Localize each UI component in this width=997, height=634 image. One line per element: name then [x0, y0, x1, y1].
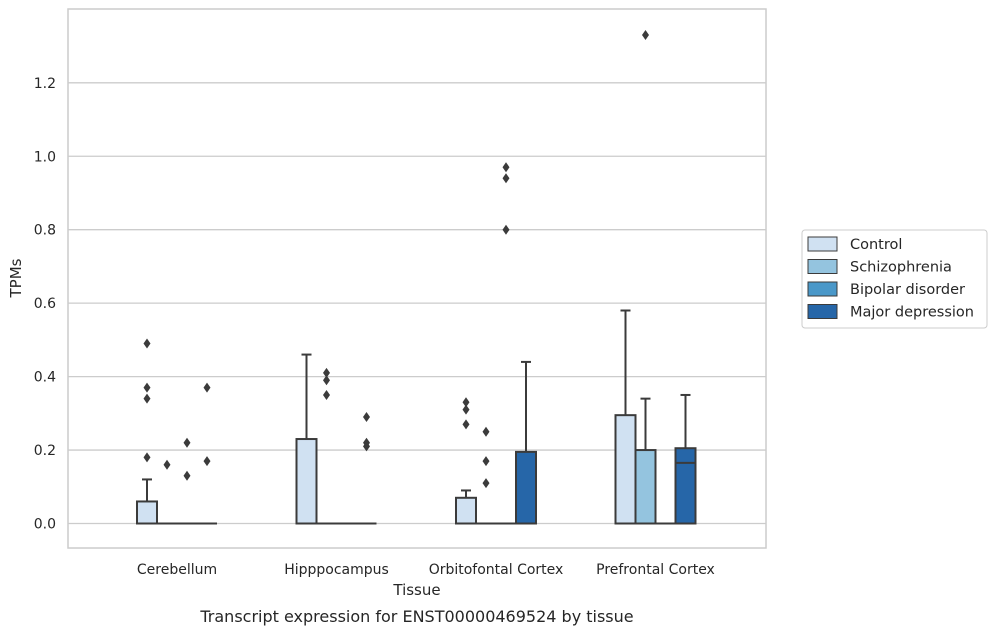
outlier-point	[203, 382, 211, 393]
legend-swatch	[807, 304, 838, 319]
legend-swatch	[807, 259, 838, 274]
y-tick-label: 1.2	[34, 76, 56, 92]
outlier-point	[502, 224, 510, 235]
y-tick-label: 0.6	[34, 296, 56, 312]
outlier-point	[143, 382, 151, 393]
y-axis-label: TPMs	[7, 258, 25, 298]
box-group	[496, 162, 516, 525]
legend-label: Major depression	[850, 305, 974, 321]
legend-label: Bipolar disorder	[850, 282, 965, 298]
outlier-point	[143, 393, 151, 404]
outlier-point	[462, 404, 470, 415]
box-group	[136, 338, 158, 525]
y-tick-label: 0.4	[34, 370, 56, 386]
outlier-point	[462, 419, 470, 430]
outlier-point	[502, 173, 510, 184]
x-axis-label: Tissue	[392, 581, 440, 599]
box-group	[614, 309, 637, 525]
box-group	[197, 382, 217, 525]
box-group	[455, 397, 477, 525]
x-tick-label: Orbitofontal Cortex	[429, 562, 564, 578]
box-group	[515, 360, 537, 525]
outlier-point	[203, 456, 211, 467]
outlier-point	[482, 456, 490, 467]
box	[634, 449, 657, 525]
outlier-point	[143, 452, 151, 463]
box-group	[356, 411, 377, 525]
box	[136, 500, 158, 525]
legend-swatch	[807, 281, 838, 297]
boxes-layer	[136, 30, 697, 525]
box-group	[316, 367, 337, 525]
y-tick-label: 0.0	[34, 517, 56, 533]
legend: Control Schizophrenia Bipolar disorder Majo…	[801, 229, 988, 329]
box-group	[295, 353, 318, 525]
outlier-point	[323, 375, 330, 386]
box-group	[674, 393, 697, 525]
legend-label: Schizophrenia	[850, 260, 952, 276]
legend-frame	[801, 229, 988, 329]
outlier-point	[482, 478, 490, 489]
box	[295, 438, 318, 525]
outlier-point	[183, 437, 191, 448]
outlier-point	[163, 459, 171, 470]
x-tick-label: Prefrontal Cortex	[596, 562, 715, 578]
y-tick-label: 0.2	[34, 443, 56, 459]
outlier-point	[363, 437, 370, 448]
outlier-point	[482, 426, 490, 437]
box-group	[476, 426, 496, 525]
chart-caption: Transcript expression for ENST0000046952…	[199, 607, 633, 626]
legend-label: Control	[850, 237, 902, 253]
plot-frame	[67, 8, 767, 549]
outlier-point	[323, 367, 330, 378]
box	[614, 414, 637, 525]
box	[674, 447, 697, 525]
x-tick-label: Hipppocampus	[284, 562, 389, 578]
y-tick-labels: 0.0 0.2 0.4 0.6 0.8 1.0 1.2	[34, 76, 56, 533]
outlier-point	[323, 389, 330, 400]
box	[515, 450, 537, 525]
outlier-point	[642, 30, 649, 41]
outlier-point	[143, 338, 151, 349]
y-tick-label: 1.0	[34, 149, 56, 165]
outlier-point	[363, 411, 370, 422]
outlier-point	[183, 470, 191, 481]
box-group	[157, 459, 177, 525]
outlier-point	[462, 397, 470, 408]
box-group	[177, 437, 197, 525]
legend-swatch	[807, 236, 838, 252]
box-group	[634, 30, 657, 525]
y-tick-label: 0.8	[34, 223, 56, 239]
x-tick-labels: Cerebellum Hipppocampus Orbitofontal Corte…	[137, 562, 715, 578]
x-tick-label: Cerebellum	[137, 562, 217, 578]
outlier-point	[502, 162, 510, 173]
box	[455, 496, 477, 525]
